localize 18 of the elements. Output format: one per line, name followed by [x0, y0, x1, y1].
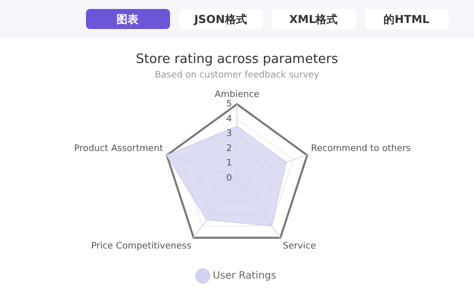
chart-title: Store rating across parameters — [136, 52, 338, 68]
y-tick-label: 1 — [226, 158, 232, 169]
spoke-label: Price Competitiveness — [91, 242, 192, 252]
y-tick-label: 3 — [226, 129, 232, 140]
y-tick-label: 0 — [226, 173, 232, 184]
spoke-label: Service — [282, 242, 316, 252]
y-tick-label: 4 — [226, 114, 232, 124]
y-tick-label: 5 — [226, 100, 232, 110]
tab: XML格式 — [272, 9, 356, 29]
tab: JSON格式 — [178, 9, 262, 29]
y-tick-label: 2 — [226, 144, 232, 154]
tab: 的HTML — [364, 9, 448, 29]
spoke-label: Recommend to others — [310, 144, 412, 154]
chart-subtitle: Based on customer feedback survey — [154, 70, 320, 80]
legend-label: User Ratings — [212, 270, 276, 282]
spoke-label: Ambience — [214, 90, 260, 100]
active-tab: 图表 — [86, 9, 170, 29]
spoke-label: Product Assortment — [74, 144, 164, 154]
